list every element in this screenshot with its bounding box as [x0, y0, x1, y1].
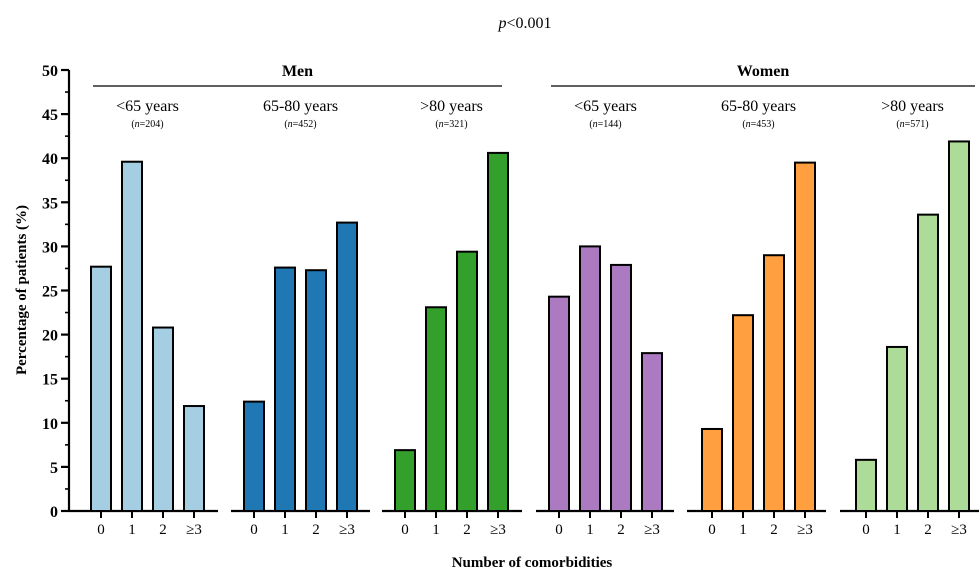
y-tick-label: 45	[42, 107, 58, 124]
bar	[548, 295, 570, 513]
bars	[90, 140, 970, 513]
x-tick-label: 2	[312, 522, 320, 538]
age-group-label: >80 years	[881, 98, 944, 115]
x-tick-label: ≥3	[339, 522, 355, 538]
bar	[886, 345, 908, 512]
y-tick-label: 30	[42, 239, 58, 256]
x-tick-label: ≥3	[797, 522, 813, 538]
x-tick-label: 0	[708, 522, 716, 538]
y-tick-label: 0	[50, 504, 58, 521]
x-tick-label: 1	[893, 522, 901, 538]
bar	[274, 266, 296, 512]
x-tick-label: ≥3	[186, 522, 202, 538]
y-tick-label: 25	[42, 284, 58, 301]
y-tick-label: 40	[42, 151, 58, 168]
bar	[183, 405, 205, 512]
bar	[610, 263, 632, 512]
y-tick-label: 15	[42, 372, 58, 389]
sex-headers: Men Women	[93, 63, 975, 87]
sample-size-label: (n=452)	[284, 119, 316, 130]
bar	[579, 245, 601, 512]
bar	[90, 265, 112, 512]
x-tick-label: ≥3	[644, 522, 660, 538]
sample-size-label: (n=204)	[131, 119, 163, 130]
x-tick-label: 1	[281, 522, 289, 538]
y-tick-label: 50	[42, 63, 58, 80]
x-tick-label: 0	[862, 522, 870, 538]
x-tick-label: 1	[586, 522, 594, 538]
bar	[152, 326, 174, 512]
age-group-label: 65-80 years	[721, 98, 796, 115]
sample-size-label: (n=571)	[896, 119, 928, 130]
sample-size-label: (n=144)	[589, 119, 621, 130]
bar	[336, 221, 358, 512]
x-tick-label: 1	[739, 522, 747, 538]
bar	[732, 314, 754, 513]
x-tick-label: 2	[770, 522, 778, 538]
x-tick-label: 1	[432, 522, 440, 538]
x-tick-label: 0	[401, 522, 409, 538]
x-tick-label: 0	[250, 522, 258, 538]
chart-title: p<0.001	[497, 15, 551, 32]
age-group-label: >80 years	[420, 98, 483, 115]
x-tick-label: 2	[463, 522, 471, 538]
sample-size-label: (n=453)	[742, 119, 774, 130]
x-axes: 0 1 2 ≥3 0 1 2 ≥3 0 1 2 ≥3 0 1 2 ≥3 0 1 2 ≥3 0 1 2 ≥3	[69, 509, 979, 538]
y-tick-label: 35	[42, 195, 58, 212]
bar	[855, 458, 877, 512]
bar	[305, 269, 327, 512]
x-tick-label: 2	[617, 522, 625, 538]
bar	[121, 160, 143, 512]
sex-header-label: Women	[737, 63, 790, 80]
age-group-label: <65 years	[574, 98, 637, 115]
bar	[948, 140, 970, 513]
y-tick-label: 20	[42, 328, 58, 345]
sex-header-label: Men	[282, 63, 313, 80]
sample-size-label: (n=321)	[435, 119, 467, 130]
age-group-label: 65-80 years	[263, 98, 338, 115]
x-tick-label: 0	[555, 522, 563, 538]
bar	[794, 161, 816, 513]
bar	[763, 254, 785, 512]
bar	[701, 427, 723, 512]
x-tick-label: ≥3	[951, 522, 967, 538]
y-tick-label: 5	[50, 460, 58, 477]
x-tick-label: 2	[924, 522, 932, 538]
bar	[394, 449, 416, 512]
bar	[917, 213, 939, 512]
x-tick-label: 1	[128, 522, 136, 538]
bar	[425, 306, 447, 512]
y-axis-title: Percentage of patients (%)	[14, 205, 30, 375]
age-group-label: <65 years	[116, 98, 179, 115]
y-axis: 0 5 10 15 20 25 30 35 40 45 50	[42, 63, 71, 521]
group-headers: <65 years (n=204) 65-80 years (n=452) >80 ye…	[116, 98, 944, 130]
bar	[487, 151, 509, 513]
x-tick-label: 2	[159, 522, 167, 538]
bar	[456, 250, 478, 513]
bar	[641, 352, 663, 513]
bar	[243, 400, 265, 512]
x-axis-title: Number of comorbidities	[452, 555, 613, 571]
x-tick-label: 0	[97, 522, 105, 538]
x-tick-label: ≥3	[490, 522, 506, 538]
y-tick-label: 10	[42, 416, 58, 433]
